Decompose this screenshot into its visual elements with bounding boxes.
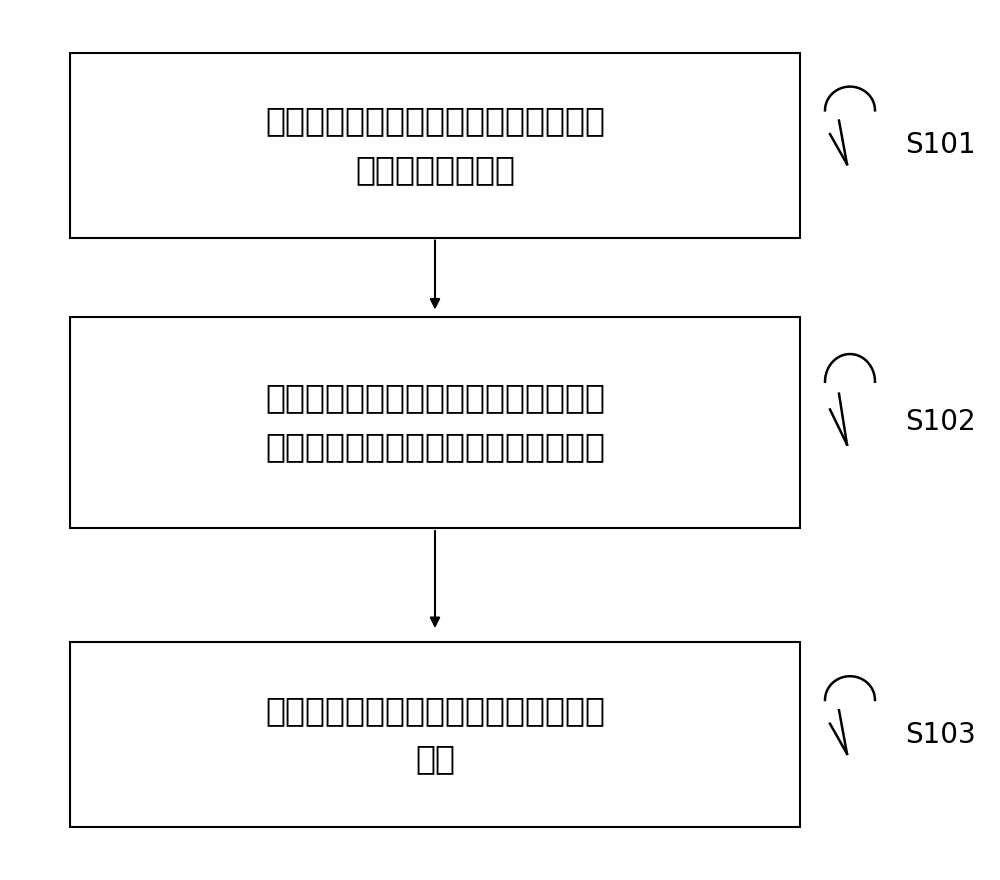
FancyBboxPatch shape <box>70 53 800 238</box>
FancyBboxPatch shape <box>70 642 800 827</box>
Text: S102: S102 <box>905 408 976 436</box>
FancyBboxPatch shape <box>70 317 800 528</box>
Text: 若当前操作完成，则返回操作已完成的
消息: 若当前操作完成，则返回操作已完成的 消息 <box>265 694 605 775</box>
Text: 在当前操作相应的固定时长内，每隔对
应间隔时间循环监测当前操作是否完成: 在当前操作相应的固定时长内，每隔对 应间隔时间循环监测当前操作是否完成 <box>265 382 605 463</box>
Text: S103: S103 <box>905 721 976 749</box>
Text: S101: S101 <box>905 131 976 159</box>
Text: 获取固态硬盘擦操作和写操作的固定时
长和预设间隔时间: 获取固态硬盘擦操作和写操作的固定时 长和预设间隔时间 <box>265 105 605 186</box>
